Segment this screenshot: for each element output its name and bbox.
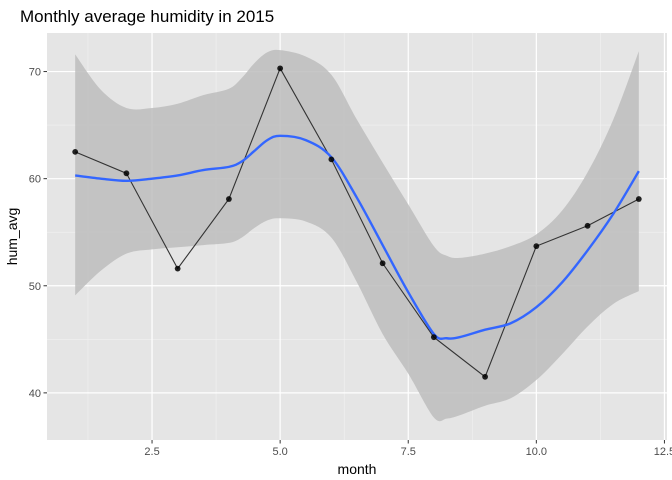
- data-point: [277, 65, 284, 72]
- data-point: [174, 265, 181, 272]
- data-point: [379, 260, 386, 267]
- data-point: [430, 334, 437, 341]
- x-axis: 2.5 5.0 7.5 10.0 12.5: [144, 440, 672, 458]
- y-tick-label: 70: [29, 67, 41, 79]
- data-point: [226, 196, 232, 202]
- confidence-band: [75, 49, 639, 422]
- y-tick-label: 60: [29, 174, 41, 186]
- data-point: [482, 373, 488, 380]
- y-tick-label: 40: [29, 388, 41, 400]
- y-tick-label: 50: [29, 281, 41, 293]
- data-point: [328, 156, 335, 163]
- data-point: [584, 222, 591, 229]
- x-tick-label: 12.5: [654, 446, 672, 458]
- data-point: [533, 243, 540, 250]
- data-point: [635, 196, 642, 202]
- data-point: [123, 170, 130, 177]
- x-tick-label: 2.5: [144, 446, 159, 458]
- smooth-trend-line: [75, 134, 640, 340]
- data-point: [72, 148, 79, 155]
- x-tick-label: 10.0: [526, 446, 547, 458]
- data-series-line: [74, 67, 640, 378]
- data-points: [72, 65, 642, 380]
- y-axis-title: hum_avg: [4, 208, 20, 266]
- chart-title: Monthly average humidity in 2015: [20, 7, 274, 26]
- x-tick-label: 5.0: [272, 446, 287, 458]
- x-axis-title: month: [338, 461, 377, 477]
- y-axis: 40 50 60 70: [29, 67, 47, 400]
- x-tick-label: 7.5: [401, 446, 416, 458]
